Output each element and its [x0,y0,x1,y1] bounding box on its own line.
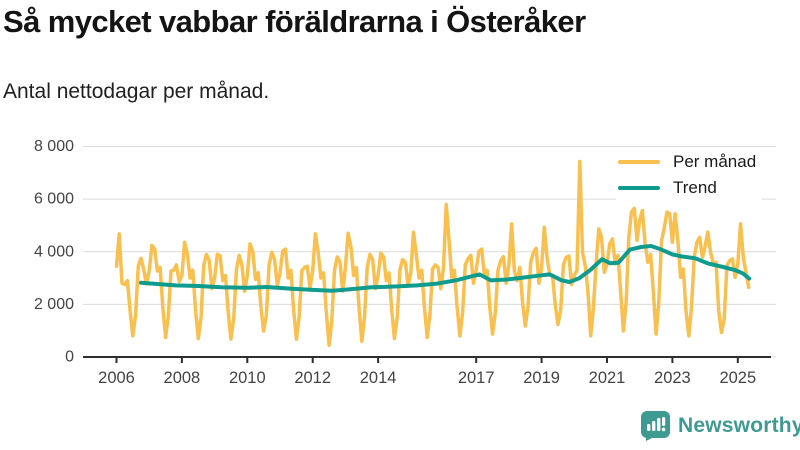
svg-text:2014: 2014 [360,369,397,387]
line-chart: 0 2 000 4 000 6 000 8 000 2006 2008 2010 2012 201… [34,138,776,387]
svg-text:2025: 2025 [719,369,756,387]
svg-text:2017: 2017 [458,369,495,387]
legend-item-trend: Trend [618,175,756,201]
newsworthy-speech-bubble-bar-chart-icon [641,411,670,441]
per-manad-line-swatch [618,160,660,164]
chart-title: Så mycket vabbar föräldrarna i Österåker [3,4,586,39]
svg-text:2010: 2010 [229,369,266,387]
svg-text:2008: 2008 [164,369,201,387]
newsworthy-logo[interactable]: Newsworthy [641,411,800,441]
svg-text:6 000: 6 000 [34,191,74,208]
legend-label-trend: Trend [673,178,717,197]
svg-text:2 000: 2 000 [34,296,74,313]
svg-text:2012: 2012 [294,369,331,387]
chart-subtitle: Antal nettodagar per månad. [3,80,270,103]
legend-label-per-manad: Per månad [673,152,757,171]
chart-legend: Per månad Trend [616,147,763,205]
svg-text:2006: 2006 [98,369,135,387]
svg-text:4 000: 4 000 [34,243,74,260]
newsworthy-wordmark: Newsworthy [678,414,800,437]
svg-text:2021: 2021 [589,369,626,387]
svg-text:2023: 2023 [654,369,691,387]
trend-line-swatch [618,186,660,190]
svg-text:0: 0 [65,349,74,366]
svg-text:8 000: 8 000 [34,138,74,155]
svg-text:2019: 2019 [523,369,560,387]
legend-item-per-manad: Per månad [618,149,756,175]
